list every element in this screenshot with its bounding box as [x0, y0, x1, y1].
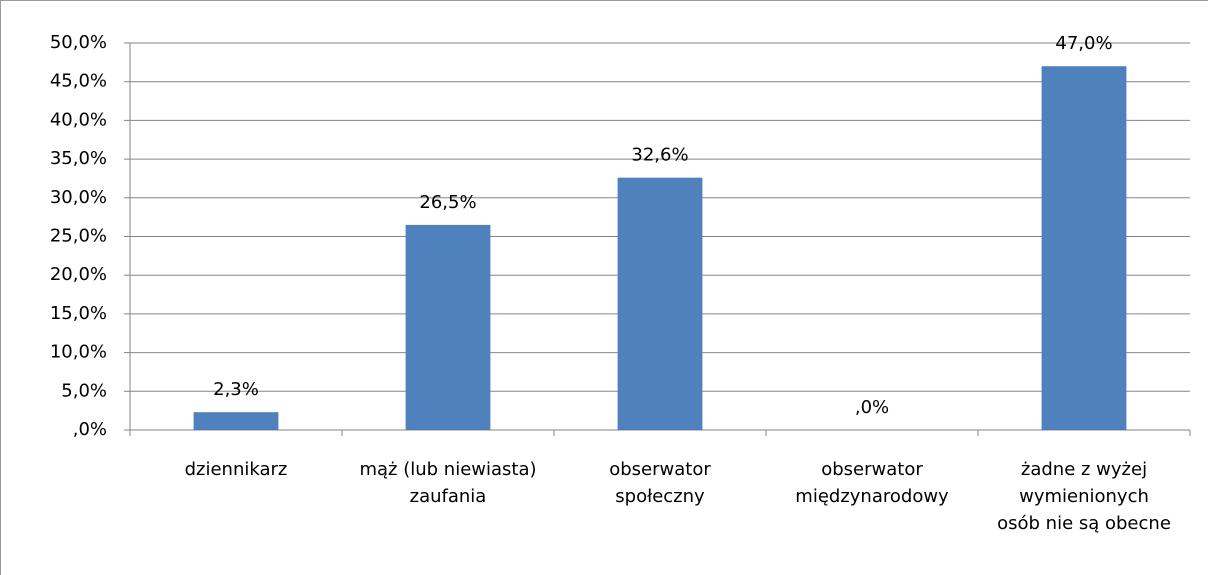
data-label: 26,5% — [419, 192, 476, 213]
data-label: 2,3% — [213, 379, 259, 400]
data-label: 47,0% — [1055, 33, 1112, 54]
y-tick-label: 35,0% — [50, 148, 107, 169]
x-tick-label: mąż (lub niewiasta) zaufania — [359, 459, 536, 507]
bar — [193, 412, 279, 430]
x-tick-label: dziennikarz — [185, 459, 288, 480]
y-tick-label: 20,0% — [50, 264, 107, 285]
data-label: ,0% — [855, 397, 889, 418]
y-tick-label: 45,0% — [50, 71, 107, 92]
y-tick-label: 50,0% — [50, 32, 107, 53]
bar — [1041, 66, 1127, 430]
y-tick-label: ,0% — [73, 419, 107, 440]
y-tick-label: 30,0% — [50, 187, 107, 208]
data-label: 32,6% — [631, 145, 688, 166]
bar — [405, 224, 491, 430]
bar — [617, 177, 703, 430]
y-tick-label: 25,0% — [50, 226, 107, 247]
x-tick-label: obserwator międzynarodowy — [795, 459, 949, 507]
y-tick-label: 40,0% — [50, 109, 107, 130]
x-tick-label: obserwator społeczny — [609, 459, 711, 507]
y-tick-label: 5,0% — [61, 380, 107, 401]
x-tick-label: żadne z wyżej wymienionych osób nie są obe… — [997, 459, 1171, 534]
y-tick-label: 10,0% — [50, 342, 107, 363]
y-tick-label: 15,0% — [50, 303, 107, 324]
